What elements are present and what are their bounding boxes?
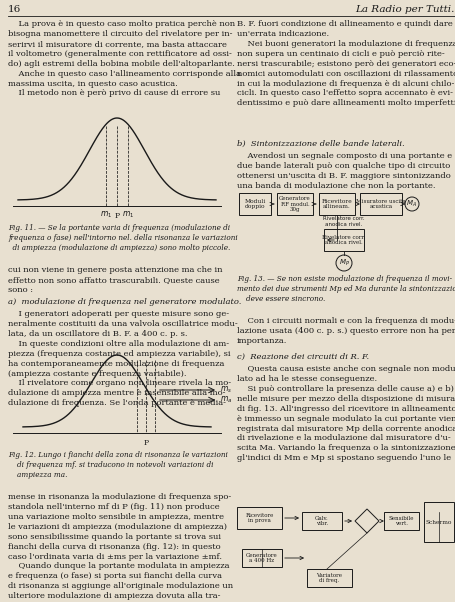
Text: Galv.
vibr.: Galv. vibr. bbox=[315, 515, 329, 526]
Text: Questa causa esiste anche con segnale non modu-
lato ad ha le stesse conseguenze: Questa causa esiste anche con segnale no… bbox=[237, 365, 455, 462]
Text: $m_s$: $m_s$ bbox=[220, 385, 232, 396]
Text: Schermo: Schermo bbox=[426, 520, 452, 524]
Text: a)  modulazione di frequenza nel generatore modulato.: a) modulazione di frequenza nel generato… bbox=[8, 298, 241, 306]
Text: $M_P$: $M_P$ bbox=[339, 258, 349, 268]
Text: $m_a$: $m_a$ bbox=[220, 395, 233, 405]
Bar bbox=[307, 569, 352, 587]
Bar bbox=[237, 507, 282, 529]
Bar bbox=[277, 193, 313, 215]
Text: 16: 16 bbox=[8, 5, 21, 14]
Bar bbox=[324, 229, 364, 251]
Text: Rivelatore corr.
anodica rivel.: Rivelatore corr. anodica rivel. bbox=[323, 235, 365, 246]
Text: Sensibile
vert.: Sensibile vert. bbox=[389, 515, 414, 526]
Text: Rivelatore corr.
anodica rivel.: Rivelatore corr. anodica rivel. bbox=[323, 216, 365, 227]
Text: Generatore
RF modul.
30g: Generatore RF modul. 30g bbox=[279, 196, 311, 213]
Text: Fig. 13. — Se non esiste modulazione di frequenza il movi-
mento dei due strumen: Fig. 13. — Se non esiste modulazione di … bbox=[237, 275, 455, 303]
Bar bbox=[239, 193, 271, 215]
Text: La Radio per Tutti.: La Radio per Tutti. bbox=[356, 5, 455, 14]
Text: Generatore
a 400 Hz: Generatore a 400 Hz bbox=[246, 553, 278, 563]
Text: Con i circuiti normali e con la frequenza di modu-
lazione usata (400 c. p. s.) : Con i circuiti normali e con la frequenz… bbox=[237, 317, 455, 345]
Bar bbox=[319, 193, 355, 215]
Text: $m_1$: $m_1$ bbox=[122, 209, 134, 220]
Text: Ricevitore
allineam.: Ricevitore allineam. bbox=[322, 199, 352, 209]
Text: Variatore
di freq.: Variatore di freq. bbox=[317, 573, 343, 583]
Text: B. F. fuori condizione di allineamento e quindi dare
un'errata indicazione.
    : B. F. fuori condizione di allineamento e… bbox=[237, 20, 455, 107]
Text: Misuratore uscita
acustica: Misuratore uscita acustica bbox=[356, 199, 406, 209]
Text: Moduli
doppio: Moduli doppio bbox=[244, 199, 266, 209]
Text: $M_A$: $M_A$ bbox=[406, 199, 418, 209]
Text: mense in risonanza la modulazione di frequenza spo-
standola nell'interno mf di : mense in risonanza la modulazione di fre… bbox=[8, 493, 237, 602]
Bar bbox=[424, 502, 454, 542]
Text: I generatori adoperati per queste misure sono ge-
neralmente costituiti da una v: I generatori adoperati per queste misure… bbox=[8, 310, 238, 408]
Text: P: P bbox=[143, 439, 148, 447]
Text: cui non viene in genere posta attenzione ma che in
effetto non sono affatto tras: cui non viene in genere posta attenzione… bbox=[8, 266, 222, 294]
Text: Avendosi un segnale composto di una portante e
due bande laterali può con qualch: Avendosi un segnale composto di una port… bbox=[237, 152, 452, 190]
Text: La prova è in questo caso molto pratica perchè non
bisogna manomettere il circui: La prova è in questo caso molto pratica … bbox=[8, 20, 241, 98]
Text: c)  Reazione dei circuiti di R. F.: c) Reazione dei circuiti di R. F. bbox=[237, 353, 369, 361]
Bar bbox=[302, 512, 342, 530]
Text: b)  Sintonizzazione delle bande laterali.: b) Sintonizzazione delle bande laterali. bbox=[237, 140, 404, 148]
Bar bbox=[360, 193, 402, 215]
Text: Ricevitore
in prova: Ricevitore in prova bbox=[245, 512, 274, 523]
Bar bbox=[242, 549, 282, 567]
Text: $m_1$: $m_1$ bbox=[100, 209, 112, 220]
Bar bbox=[384, 512, 419, 530]
Text: P: P bbox=[115, 212, 120, 220]
Text: Fig. 12. Lungo i fianchi della zona di risonanza le variazioni
    di frequenza : Fig. 12. Lungo i fianchi della zona di r… bbox=[8, 451, 228, 479]
Text: Fig. 11. — Se la portante varia di frequenza (modulazione di
frequenza o fase) n: Fig. 11. — Se la portante varia di frequ… bbox=[8, 224, 238, 252]
